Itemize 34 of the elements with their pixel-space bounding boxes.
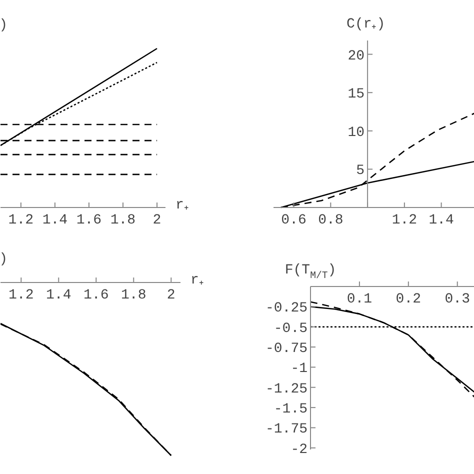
x-tick-label: 0.2: [396, 292, 422, 308]
x-tick-label: 1.8: [121, 288, 146, 304]
x-tick-label: 0.6: [281, 212, 306, 228]
x-tick-label: 0.1: [346, 292, 372, 308]
x-tick-label: 1.8: [110, 212, 136, 228]
y-axis-title: ): [0, 18, 8, 34]
y-tick-label: 10: [348, 124, 365, 141]
x-tick-label: 0.8: [318, 212, 344, 228]
y-tick-label: -1.75: [266, 422, 308, 438]
x-axis-title: r₊: [176, 198, 189, 214]
x-tick-label: 1.4: [46, 288, 72, 304]
x-axis-title: r₊: [190, 272, 204, 288]
y-tick-label: -1.5: [274, 402, 308, 418]
y-tick-label: -1: [290, 361, 308, 378]
y-axis-title: C(r₊): [346, 16, 386, 32]
x-tick-label: 1.6: [84, 288, 109, 304]
y-tick-label: -0.25: [266, 300, 308, 317]
y-tick-label: -0.5: [274, 320, 308, 337]
y-axis-title: ): [0, 252, 8, 268]
y-tick-label: -2: [290, 442, 308, 458]
x-tick-label: 1.2: [8, 288, 34, 304]
x-tick-label: 1.2: [392, 212, 418, 228]
y-tick-label: 15: [348, 86, 365, 103]
y-tick-label: 5: [356, 163, 365, 180]
x-tick-label: 1.2: [8, 212, 34, 228]
x-tick-label: 1.6: [76, 212, 102, 228]
y-tick-label: -1.25: [266, 381, 308, 398]
x-tick-label: 2: [166, 288, 176, 304]
x-tick-label: 0.3: [444, 292, 470, 308]
x-tick-label: 1.4: [42, 212, 68, 228]
x-tick-label: 2: [152, 212, 162, 228]
y-tick-label: -0.75: [266, 341, 308, 358]
y-tick-label: 20: [348, 48, 365, 64]
x-tick-label: 1.4: [428, 212, 454, 228]
